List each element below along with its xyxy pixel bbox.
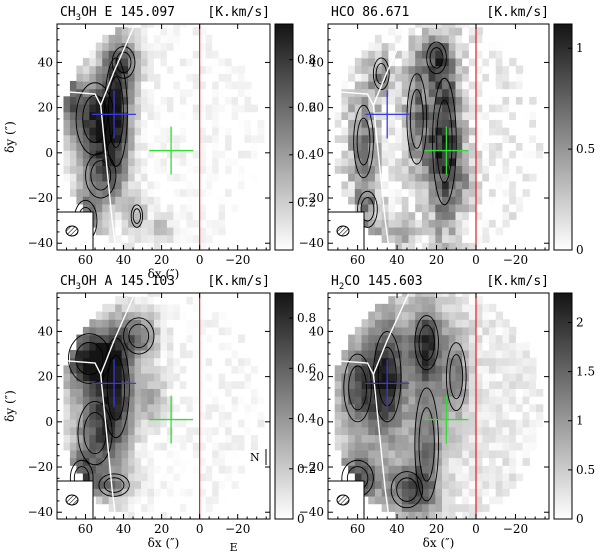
x-tick-label: 60	[350, 522, 365, 536]
panel-title: CH3OH A 145.103	[60, 274, 175, 292]
panel-2: 60 40 20 0 −20 40 20 0 −20 −40 HCO 86.671 [K.km/s] 0…	[299, 5, 595, 267]
panel-unit: [K.km/s]	[486, 5, 549, 20]
x-tick-label: 0	[196, 253, 204, 267]
x-tick-label: −20	[225, 522, 250, 536]
y-tick-label: −40	[299, 236, 324, 250]
x-axis-label: δx (″)	[148, 267, 180, 281]
colorbar-tick-label: 0	[576, 243, 584, 257]
y-tick-label: 0	[316, 146, 324, 160]
intensity-map	[63, 293, 265, 519]
colorbar-tick-label: 0	[297, 512, 305, 526]
x-tick-label: 40	[389, 522, 404, 536]
colorbar-tick-label: 0.5	[576, 142, 595, 156]
x-tick-label: 0	[472, 522, 480, 536]
colorbar-tick-label: 0.8	[297, 311, 316, 325]
plot-frame	[56, 292, 271, 520]
colorbar-tick-label: 1	[576, 41, 584, 55]
beam-ellipse	[336, 494, 350, 506]
y-tick-label: 40	[309, 55, 324, 69]
plot-frame	[327, 23, 550, 251]
white-lines	[337, 24, 410, 250]
colorbar-tick-label: 0	[576, 512, 584, 526]
x-tick-label: −20	[503, 522, 528, 536]
y-tick-label: −20	[299, 191, 324, 205]
intensity-map	[63, 24, 265, 250]
y-tick-label: 20	[309, 370, 324, 384]
beam-ellipse	[65, 225, 79, 237]
colorbar-tick-label: 1.5	[576, 365, 595, 379]
panel-title: HCO 86.671	[331, 5, 409, 20]
y-tick-label: 0	[316, 415, 324, 429]
x-axis-label: δx (″)	[148, 536, 180, 550]
x-tick-label: 40	[116, 522, 131, 536]
colorbar	[274, 23, 294, 251]
y-tick-label: 0	[45, 415, 53, 429]
beam-ellipse	[65, 494, 79, 506]
colorbar-tick-label: 1	[576, 414, 584, 428]
beam-ellipse	[336, 225, 350, 237]
colorbar-tick-label: 2	[576, 315, 584, 329]
plot-frame	[327, 292, 550, 520]
panel-1: 60 40 20 0 −20 40 20 0 −20 −40 CH3OH E 145.097 [K.k…	[3, 5, 316, 281]
panel-title: H2CO 145.603	[331, 274, 423, 292]
colorbar	[553, 292, 573, 520]
x-tick-label: 40	[116, 253, 131, 267]
y-tick-label: −20	[28, 191, 53, 205]
x-tick-label: 20	[154, 522, 169, 536]
x-tick-label: 20	[154, 253, 169, 267]
y-tick-label: 40	[38, 324, 53, 338]
intensity-map	[334, 293, 544, 519]
panel-title: CH3OH E 145.097	[60, 5, 175, 23]
panel-unit: [K.km/s]	[207, 5, 270, 20]
compass-north: N	[250, 451, 260, 464]
x-tick-label: 0	[472, 253, 480, 267]
panel-3: 60 40 20 0 −20 40 20 0 −20 −40 CH3OH A 145.103 [K.k…	[3, 274, 316, 554]
panel-unit: [K.km/s]	[207, 274, 270, 289]
plot-frame	[56, 23, 271, 251]
y-axis-label: δy (″)	[3, 121, 17, 153]
x-tick-label: 40	[389, 253, 404, 267]
y-tick-label: −40	[28, 505, 53, 519]
colorbar-tick-label: 0.4	[297, 148, 316, 162]
contours	[353, 41, 457, 228]
x-tick-label: 20	[429, 522, 444, 536]
y-tick-label: −40	[28, 236, 53, 250]
intensity-map	[334, 24, 544, 250]
panel-unit: [K.km/s]	[486, 274, 549, 289]
y-axis-label: δy (″)	[3, 390, 17, 422]
x-tick-label: −20	[503, 253, 528, 267]
y-tick-label: 20	[38, 370, 53, 384]
colorbar	[553, 23, 573, 251]
colorbar-tick-label: 0.2	[297, 462, 316, 476]
y-tick-label: 20	[309, 101, 324, 115]
y-tick-label: 40	[309, 324, 324, 338]
x-tick-label: −20	[225, 253, 250, 267]
colorbar	[274, 292, 294, 520]
colorbar-tick-label: 0.2	[297, 195, 316, 209]
colorbar-tick-label: 0.8	[297, 53, 316, 67]
white-lines	[337, 293, 410, 519]
y-tick-label: −40	[299, 505, 324, 519]
colorbar-tick-label: 0.5	[576, 463, 595, 477]
compass-east: E	[230, 541, 238, 554]
x-tick-label: 20	[429, 253, 444, 267]
x-tick-label: 0	[196, 522, 204, 536]
white-lines	[66, 293, 136, 519]
x-tick-label: 60	[78, 522, 93, 536]
y-tick-label: 40	[38, 55, 53, 69]
white-lines	[66, 24, 136, 250]
y-tick-label: −20	[299, 460, 324, 474]
x-axis-label: δx (″)	[423, 536, 455, 550]
colorbar-tick-label: 0.4	[297, 412, 316, 426]
colorbar-tick-label: 0.6	[297, 361, 316, 375]
x-tick-label: 60	[78, 253, 93, 267]
y-tick-label: 20	[38, 101, 53, 115]
x-tick-label: 60	[350, 253, 365, 267]
colorbar-tick-label: 0.6	[297, 100, 316, 114]
y-tick-label: −20	[28, 460, 53, 474]
y-tick-label: 0	[45, 146, 53, 160]
